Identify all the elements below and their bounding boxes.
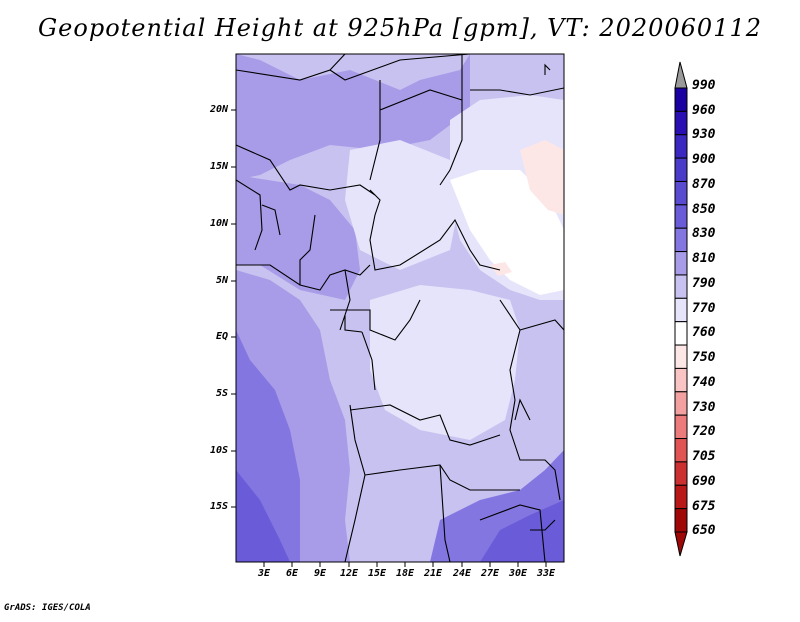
lon-label: 21E — [423, 568, 443, 579]
colorbar-swatch — [674, 367, 688, 393]
lon-label: 33E — [536, 568, 556, 579]
colorbar-swatch — [674, 157, 688, 182]
field-wafrica-810 — [236, 175, 360, 300]
colorbar-swatch — [674, 274, 688, 299]
colorbar-label: 900 — [692, 152, 716, 167]
colorbar-swatch — [674, 391, 688, 416]
colorbar-label: 705 — [692, 449, 716, 464]
colorbar-swatch — [674, 87, 688, 112]
lon-label: 3E — [257, 568, 271, 579]
colorbar-top-arrow — [674, 61, 688, 89]
colorbar-swatch — [674, 134, 688, 159]
field-center-770 — [345, 140, 460, 270]
lat-label: EQ — [215, 331, 228, 342]
colorbar-swatch — [674, 344, 688, 369]
axis-ticks — [231, 109, 547, 567]
lon-label: 30E — [508, 568, 528, 579]
colorbar-swatch — [674, 438, 688, 463]
field-ne-750b — [490, 262, 512, 276]
colorbar-label: 990 — [692, 78, 716, 93]
colorbar-swatch — [674, 204, 688, 229]
colorbar-label: 850 — [692, 202, 716, 217]
lon-label: 18E — [395, 568, 415, 579]
colorbar-swatch — [674, 110, 688, 136]
lon-label: 12E — [339, 568, 359, 579]
lat-label: 15S — [209, 501, 228, 512]
lat-label: 10S — [209, 445, 228, 456]
colorbar-swatch — [674, 414, 688, 440]
map-frame — [235, 53, 565, 563]
colorbar-label: 675 — [692, 499, 716, 514]
lon-label: 9E — [313, 568, 327, 579]
colorbar-swatch — [674, 484, 688, 510]
colorbar-swatch — [674, 461, 688, 486]
colorbar-label: 790 — [692, 276, 716, 291]
colorbar-label: 650 — [692, 523, 716, 538]
lon-label: 15E — [367, 568, 387, 579]
colorbar-label: 870 — [692, 177, 716, 192]
field-north-810 — [236, 54, 470, 180]
colorbar-bottom-arrow — [674, 531, 688, 557]
colorbar-label: 760 — [692, 325, 716, 340]
colorbar — [674, 61, 688, 557]
field-ne-750 — [520, 140, 564, 215]
colorbar-label: 830 — [692, 226, 716, 241]
height-field — [236, 54, 564, 562]
borders — [236, 54, 564, 562]
field-north-790 — [236, 54, 470, 90]
colorbar-label: 720 — [692, 424, 716, 439]
lon-label: 6E — [285, 568, 299, 579]
colorbar-swatch — [674, 180, 688, 206]
lon-label: 24E — [452, 568, 472, 579]
lat-label: 20N — [209, 104, 228, 115]
field-ne-760 — [450, 170, 564, 295]
colorbar-swatch — [674, 321, 688, 346]
colorbar-swatch — [674, 227, 688, 253]
lat-label: 5N — [215, 275, 228, 286]
field-ocean-850 — [236, 470, 290, 562]
colorbar-label: 930 — [692, 127, 716, 142]
colorbar-label: 960 — [692, 103, 716, 118]
colorbar-label: 750 — [692, 350, 716, 365]
colorbar-label: 810 — [692, 251, 716, 266]
lon-label: 27E — [480, 568, 500, 579]
colorbar-swatch — [674, 508, 688, 533]
lat-label: 5S — [215, 388, 228, 399]
lat-label: 10N — [209, 218, 228, 229]
colorbar-label: 690 — [692, 474, 716, 489]
colorbar-label: 730 — [692, 400, 716, 415]
colorbar-swatch — [674, 251, 688, 276]
colorbar-swatch — [674, 297, 688, 323]
footer-credit: GrADS: IGES/COLA — [4, 603, 91, 613]
lat-label: 15N — [209, 161, 228, 172]
map-title: Geopotential Height at 925hPa [gpm], VT:… — [38, 14, 762, 42]
colorbar-label: 740 — [692, 375, 716, 390]
colorbar-label: 770 — [692, 301, 716, 316]
